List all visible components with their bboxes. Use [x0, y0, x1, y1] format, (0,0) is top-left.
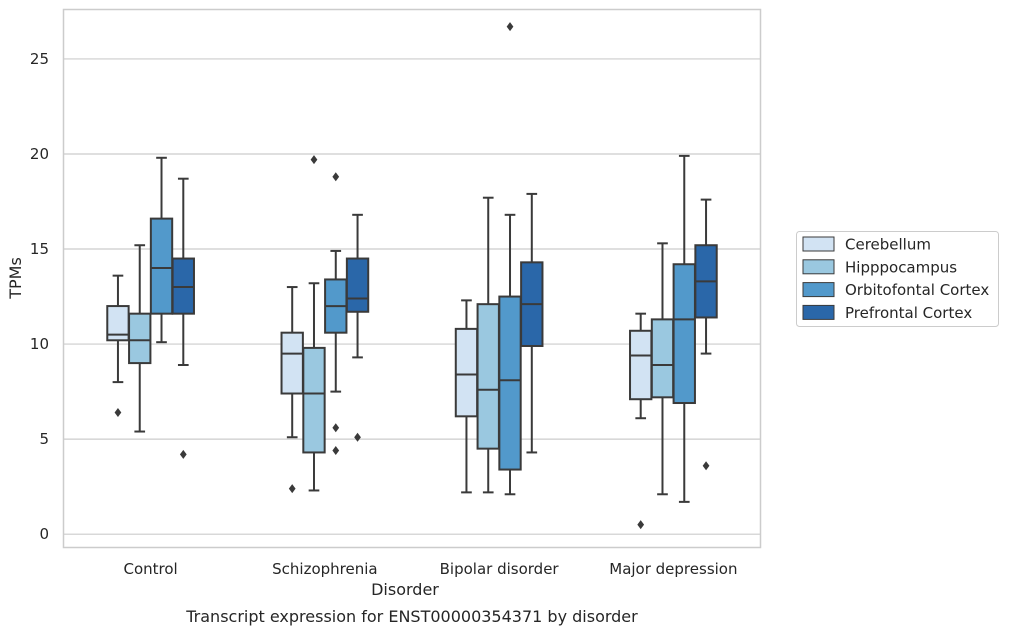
box-group [324, 172, 348, 456]
box-group [345, 213, 370, 442]
outlier-point [310, 155, 318, 165]
outlier-point [354, 432, 361, 442]
y-tick-label: 20 [30, 145, 49, 163]
legend-frame [796, 231, 999, 327]
box-iqr [454, 327, 479, 418]
box-group [498, 22, 522, 496]
legend-swatch [802, 236, 835, 252]
y-tick-label: 5 [39, 430, 49, 448]
outlier-point [332, 172, 340, 182]
box-group [476, 196, 500, 494]
outlier-point [702, 461, 710, 471]
outlier-point [332, 423, 340, 433]
plot-frame [62, 8, 762, 549]
legend-label: Cerebellum [845, 236, 931, 254]
box-iqr [280, 331, 304, 395]
x-axis-ticks: Control Schizophrenia Bipolar disorder Majo… [124, 560, 738, 578]
box-group [302, 155, 326, 492]
box-iqr [149, 217, 174, 315]
box-group [454, 299, 479, 494]
outlier-point [506, 22, 514, 32]
legend-swatch [802, 304, 835, 320]
y-tick-label: 10 [30, 335, 49, 353]
box-iqr [629, 329, 653, 401]
box-group [520, 192, 544, 454]
box-iqr [672, 263, 696, 405]
y-tick-label: 0 [39, 525, 49, 543]
chart-caption: Transcript expression for ENST0000035437… [185, 607, 638, 626]
legend-label: Hipppocampus [845, 258, 957, 276]
box-group [128, 244, 152, 433]
outlier-point [179, 449, 187, 459]
box-iqr [650, 318, 675, 399]
x-tick-label: Control [124, 560, 178, 578]
outlier-point [332, 446, 340, 456]
legend-swatch [802, 282, 835, 298]
outlier-point [288, 484, 296, 494]
x-tick-label: Schizophrenia [272, 560, 377, 578]
box-group [149, 156, 174, 344]
box-group [672, 154, 696, 503]
y-axis-ticks: 0 5 10 15 20 25 [30, 50, 49, 543]
box-iqr [128, 312, 152, 365]
box-iqr [345, 257, 370, 313]
box-iqr [302, 346, 326, 454]
outlier-point [114, 408, 122, 418]
x-axis-label: Disorder [371, 580, 439, 599]
y-tick-label: 25 [30, 50, 49, 68]
box-group [629, 312, 653, 530]
gridlines [63, 58, 761, 535]
legend-swatch [802, 259, 835, 275]
legend-label: Orbitofontal Cortex [845, 281, 989, 299]
legend-label: Prefrontal Cortex [845, 304, 972, 322]
box-group [280, 286, 304, 494]
box-group [650, 242, 675, 496]
outlier-point [637, 520, 645, 530]
box-plot-marks [106, 22, 718, 530]
x-tick-label: Bipolar disorder [440, 560, 560, 578]
legend: Cerebellum Hipppocampus Orbitofontal Corte… [796, 231, 999, 327]
box-iqr [498, 295, 522, 471]
y-axis-label: TPMs [6, 257, 25, 300]
box-group [694, 198, 718, 471]
box-iqr [476, 303, 500, 450]
box-group [171, 177, 195, 459]
y-tick-label: 15 [30, 240, 49, 258]
box-group [106, 274, 130, 418]
x-tick-label: Major depression [609, 560, 737, 578]
